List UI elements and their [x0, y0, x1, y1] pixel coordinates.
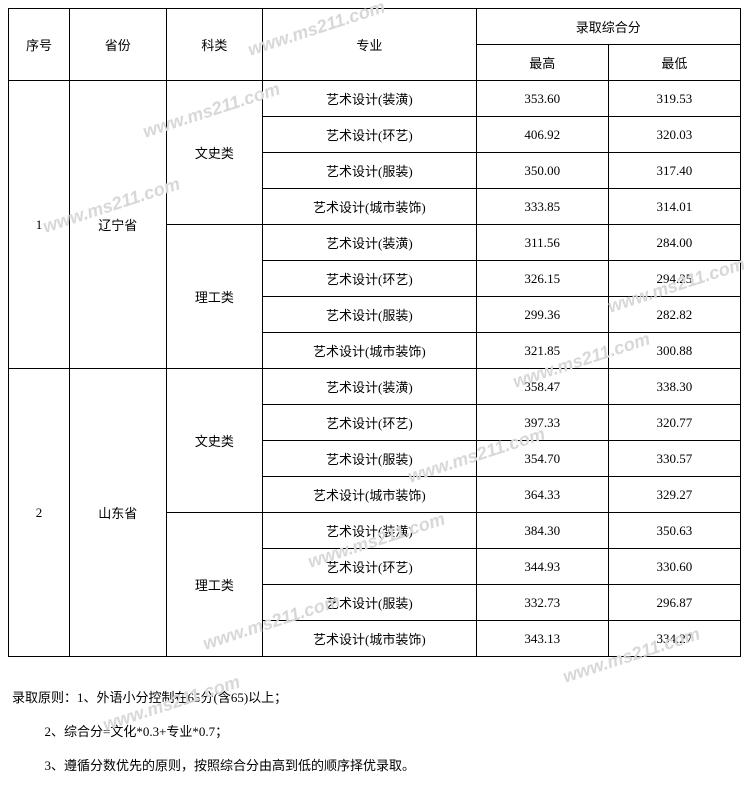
cell-score-high: 406.92	[476, 117, 608, 153]
header-score-high: 最高	[476, 45, 608, 81]
cell-score-high: 358.47	[476, 369, 608, 405]
table-header: 序号 省份 科类 专业 录取综合分 最高 最低	[9, 9, 741, 81]
cell-score-low: 329.27	[608, 477, 740, 513]
cell-score-low: 320.03	[608, 117, 740, 153]
cell-score-high: 384.30	[476, 513, 608, 549]
cell-province: 山东省	[69, 369, 166, 657]
cell-score-high: 311.56	[476, 225, 608, 261]
admission-score-table: 序号 省份 科类 专业 录取综合分 最高 最低 1辽宁省文史类艺术设计(装潢)3…	[8, 8, 741, 657]
header-major: 专业	[263, 9, 476, 81]
cell-score-high: 350.00	[476, 153, 608, 189]
cell-score-low: 294.25	[608, 261, 740, 297]
cell-score-high: 364.33	[476, 477, 608, 513]
cell-major: 艺术设计(服装)	[263, 153, 476, 189]
cell-major: 艺术设计(环艺)	[263, 261, 476, 297]
cell-category: 文史类	[166, 369, 263, 513]
header-province: 省份	[69, 9, 166, 81]
cell-major: 艺术设计(装潢)	[263, 225, 476, 261]
cell-major: 艺术设计(环艺)	[263, 117, 476, 153]
cell-category: 文史类	[166, 81, 263, 225]
table-body: 1辽宁省文史类艺术设计(装潢)353.60319.53艺术设计(环艺)406.9…	[9, 81, 741, 657]
cell-score-high: 344.93	[476, 549, 608, 585]
cell-score-low: 320.77	[608, 405, 740, 441]
cell-score-low: 330.60	[608, 549, 740, 585]
cell-seq: 2	[9, 369, 70, 657]
cell-province: 辽宁省	[69, 81, 166, 369]
header-category: 科类	[166, 9, 263, 81]
cell-score-low: 338.30	[608, 369, 740, 405]
cell-major: 艺术设计(服装)	[263, 297, 476, 333]
cell-score-low: 284.00	[608, 225, 740, 261]
note-line-1: 录取原则：1、外语小分控制在65分(含65)以上；	[12, 681, 741, 715]
header-score-group: 录取综合分	[476, 9, 740, 45]
cell-major: 艺术设计(环艺)	[263, 405, 476, 441]
cell-score-high: 333.85	[476, 189, 608, 225]
note-line-3: 3、遵循分数优先的原则，按照综合分由高到低的顺序择优录取。	[12, 749, 741, 783]
cell-score-low: 282.82	[608, 297, 740, 333]
table-row: 1辽宁省文史类艺术设计(装潢)353.60319.53	[9, 81, 741, 117]
header-seq: 序号	[9, 9, 70, 81]
cell-score-high: 321.85	[476, 333, 608, 369]
cell-major: 艺术设计(装潢)	[263, 81, 476, 117]
table-row: 2山东省文史类艺术设计(装潢)358.47338.30	[9, 369, 741, 405]
cell-score-low: 334.27	[608, 621, 740, 657]
cell-major: 艺术设计(城市装饰)	[263, 333, 476, 369]
cell-score-high: 343.13	[476, 621, 608, 657]
cell-major: 艺术设计(城市装饰)	[263, 189, 476, 225]
cell-score-low: 300.88	[608, 333, 740, 369]
cell-score-low: 314.01	[608, 189, 740, 225]
cell-score-high: 353.60	[476, 81, 608, 117]
cell-score-low: 296.87	[608, 585, 740, 621]
cell-score-high: 332.73	[476, 585, 608, 621]
header-score-low: 最低	[608, 45, 740, 81]
cell-category: 理工类	[166, 513, 263, 657]
cell-score-high: 354.70	[476, 441, 608, 477]
cell-major: 艺术设计(环艺)	[263, 549, 476, 585]
cell-major: 艺术设计(服装)	[263, 441, 476, 477]
cell-score-low: 319.53	[608, 81, 740, 117]
cell-major: 艺术设计(服装)	[263, 585, 476, 621]
cell-category: 理工类	[166, 225, 263, 369]
cell-score-low: 317.40	[608, 153, 740, 189]
cell-major: 艺术设计(城市装饰)	[263, 477, 476, 513]
cell-seq: 1	[9, 81, 70, 369]
cell-score-high: 397.33	[476, 405, 608, 441]
notes-section: 录取原则：1、外语小分控制在65分(含65)以上； 2、综合分=文化*0.3+专…	[8, 681, 741, 782]
cell-score-high: 299.36	[476, 297, 608, 333]
cell-score-low: 350.63	[608, 513, 740, 549]
cell-major: 艺术设计(装潢)	[263, 369, 476, 405]
cell-major: 艺术设计(装潢)	[263, 513, 476, 549]
cell-major: 艺术设计(城市装饰)	[263, 621, 476, 657]
note-line-2: 2、综合分=文化*0.3+专业*0.7；	[12, 715, 741, 749]
cell-score-high: 326.15	[476, 261, 608, 297]
cell-score-low: 330.57	[608, 441, 740, 477]
